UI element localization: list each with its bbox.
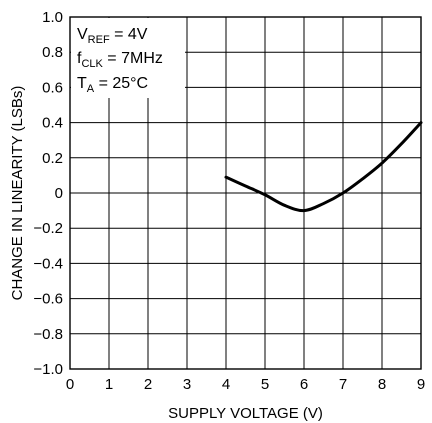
x-tick-label: 0 [66, 376, 74, 393]
annotation-line: TA = 25°C [77, 75, 148, 95]
x-tick-label: 1 [105, 376, 113, 393]
annotation-line: VREF = 4V [77, 26, 148, 46]
y-tick-label: 0.8 [42, 44, 63, 61]
x-tick-label: 3 [183, 376, 191, 393]
annotation-line: fCLK = 7MHz [77, 50, 163, 70]
y-tick-label: 0.2 [42, 150, 63, 167]
x-tick-label: 7 [339, 376, 347, 393]
y-tick-label: −0.4 [33, 255, 63, 272]
y-tick-label: −0.2 [33, 220, 63, 237]
y-tick-label: −1.0 [33, 361, 63, 378]
x-tick-label: 2 [144, 376, 152, 393]
y-tick-label: 1.0 [42, 9, 63, 26]
y-tick-label: −0.8 [33, 326, 63, 343]
annotation-box [71, 18, 185, 98]
x-tick-labels: 0 1 2 3 4 5 6 7 8 9 [66, 376, 425, 393]
y-tick-label: −0.6 [33, 291, 63, 308]
x-tick-label: 6 [300, 376, 308, 393]
x-tick-label: 8 [378, 376, 386, 393]
series-layer [224, 121, 423, 213]
annotation-text: VREF = 4V fCLK = 7MHz TA = 25°C [77, 26, 163, 95]
y-tick-label: 0 [55, 185, 63, 202]
y-tick-label: 0.4 [42, 115, 63, 132]
x-axis-title: SUPPLY VOLTAGE (V) [168, 405, 323, 422]
y-tick-label: 0.6 [42, 79, 63, 96]
annotation-background [71, 18, 185, 98]
x-tick-label: 4 [222, 376, 230, 393]
x-tick-label: 9 [417, 376, 425, 393]
y-axis-title: CHANGE IN LINEARITY (LSBs) [9, 86, 26, 301]
y-tick-labels: 1.0 0.8 0.6 0.4 0.2 0 −0.2 −0.4 −0.6 −0.8 −1.0 [33, 9, 63, 378]
plot-frame [69, 16, 422, 370]
series-line [224, 121, 423, 213]
x-tick-label: 5 [261, 376, 269, 393]
